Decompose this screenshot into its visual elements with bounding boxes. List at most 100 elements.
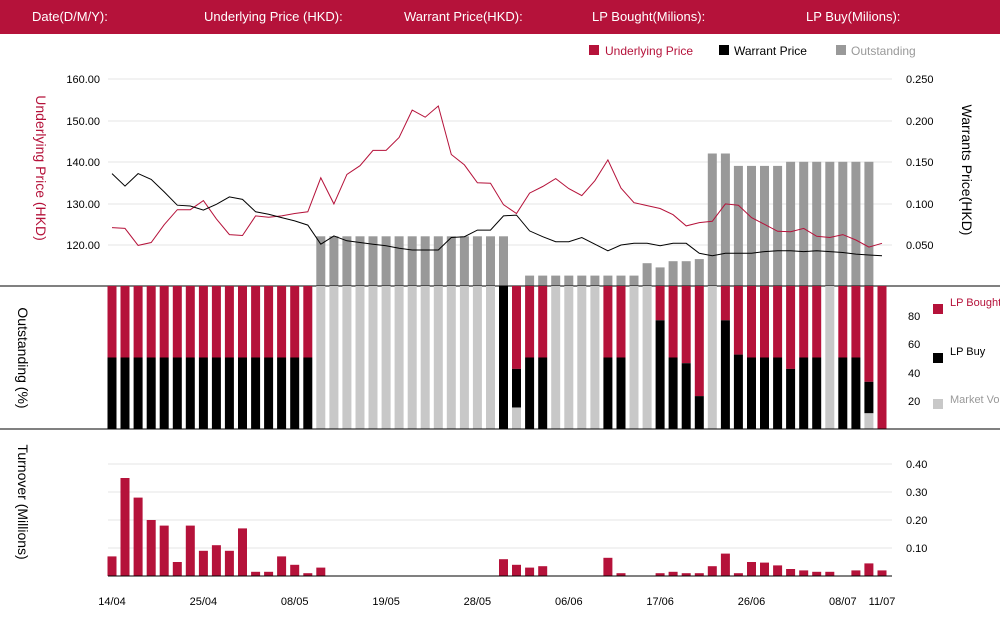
outstanding-panel: 80 60 40 20 Outstanding (%) LP Bought LP…	[15, 286, 1000, 430]
lp-buy-bar	[499, 286, 508, 429]
market-volume-bar	[329, 286, 339, 429]
mid-y-tick: 60	[908, 339, 920, 351]
lp-buy-bar	[773, 357, 783, 429]
market-volume-bar	[629, 286, 639, 429]
lp-buy-bar	[512, 368, 521, 408]
market-volume-bar	[355, 286, 365, 429]
legend-swatch-market-volume	[933, 399, 943, 409]
legend-swatch-outstanding	[836, 45, 846, 55]
outstanding-bar	[368, 236, 378, 286]
outstanding-bar	[459, 236, 469, 286]
y-right-tick: 0.250	[906, 74, 934, 86]
lp-bought-bar	[277, 286, 287, 358]
lp-bought-bar	[107, 286, 117, 358]
lp-buy-bar	[185, 357, 195, 429]
turnover-bar	[107, 556, 117, 576]
lp-bought-bar	[668, 286, 678, 358]
y-left-axis-label: Underlying Price (HKD)	[33, 95, 49, 240]
outstanding-bar	[355, 236, 365, 286]
outstanding-bar	[681, 261, 691, 286]
turnover-bar	[251, 571, 261, 576]
outstanding-bar	[329, 236, 339, 286]
lp-bought-bar	[303, 286, 313, 358]
lp-bought-label: LP Bought(Milions):	[592, 9, 706, 24]
outstanding-bar	[616, 275, 626, 286]
legend-swatch-lp-buy	[933, 353, 943, 363]
legend-swatch-warrant	[719, 45, 729, 55]
legend-underlying: Underlying Price	[605, 44, 693, 58]
legend-swatch-underlying	[589, 45, 599, 55]
market-volume-bar	[551, 286, 561, 429]
outstanding-bar	[407, 236, 417, 286]
outstanding-bar	[851, 161, 861, 286]
lp-buy-bar	[864, 381, 874, 414]
outstanding-bar	[747, 165, 756, 286]
y-left-tick: 150.00	[66, 116, 100, 128]
outstanding-bar	[525, 275, 535, 286]
turnover-bar	[760, 562, 769, 576]
x-tick-label: 17/06	[646, 596, 674, 608]
warrant-price-label: Warrant Price(HKD):	[404, 9, 523, 24]
lp-bought-bar	[720, 286, 730, 321]
x-tick-label: 28/05	[464, 596, 492, 608]
outstanding-bar	[864, 161, 874, 286]
market-volume-bar	[564, 286, 574, 429]
x-tick-label: 14/04	[98, 596, 126, 608]
turnover-bar	[120, 478, 130, 576]
outstanding-bar	[564, 275, 574, 286]
lp-buy-bar	[786, 368, 796, 429]
lp-buy-bar	[812, 357, 822, 429]
lp-buy-bar	[603, 357, 613, 429]
turnover-bar	[290, 564, 300, 576]
turnover-bar	[512, 564, 521, 576]
y-right-axis-label: Warrants Price(HKD)	[959, 105, 975, 236]
lp-buy-bar	[251, 357, 261, 429]
turnover-bar	[616, 573, 626, 576]
x-tick-label: 26/06	[738, 596, 766, 608]
lp-bought-bar	[512, 286, 521, 369]
outstanding-bar	[642, 263, 652, 286]
lp-buy-bar	[538, 357, 548, 429]
outstanding-bar	[486, 236, 495, 286]
turnover-bar	[668, 571, 678, 576]
outstanding-bar	[760, 165, 769, 286]
turnover-y-tick: 0.10	[906, 543, 927, 555]
market-volume-bar	[590, 286, 600, 429]
turnover-bar	[185, 525, 195, 576]
header-bar: Date(D/M/Y): Underlying Price (HKD): War…	[0, 0, 1000, 34]
legend-swatch-lp-bought	[933, 304, 943, 314]
turnover-panel: 0.40 0.30 0.20 0.10 Turnover (Millions) …	[15, 444, 927, 608]
outstanding-bar	[420, 236, 430, 286]
lp-buy-bar	[668, 357, 678, 429]
outstanding-bar	[838, 161, 848, 286]
x-tick-label: 08/05	[281, 596, 309, 608]
lp-buy-bar	[747, 357, 756, 429]
lp-bought-bar	[786, 286, 796, 369]
lp-buy-bar	[133, 357, 143, 429]
lp-buy-bar	[303, 357, 313, 429]
legend-market-volume: Market Volume	[950, 394, 1000, 406]
lp-buy-bar	[198, 357, 208, 429]
turnover-bar	[277, 556, 287, 576]
y-left-tick: 130.00	[66, 199, 100, 211]
x-tick-label: 25/04	[190, 596, 218, 608]
y-right-tick: 0.200	[906, 116, 934, 128]
lp-bought-bar	[812, 286, 822, 358]
outstanding-bar	[381, 236, 391, 286]
market-volume-bar	[459, 286, 469, 429]
turnover-bar	[812, 571, 822, 576]
legend-warrant: Warrant Price	[734, 44, 807, 58]
lp-bought-bar	[694, 286, 704, 397]
market-volume-bar	[512, 407, 521, 429]
market-volume-bar	[472, 286, 482, 429]
lp-bought-bar	[133, 286, 143, 358]
outstanding-bar	[733, 165, 743, 286]
lp-buy-bar	[525, 357, 535, 429]
outstanding-bar	[694, 259, 704, 286]
turnover-bar	[303, 573, 313, 576]
turnover-bar	[864, 563, 874, 576]
lp-bought-bar	[264, 286, 274, 358]
lp-buy-bar	[681, 363, 691, 429]
turnover-bar	[146, 520, 156, 576]
